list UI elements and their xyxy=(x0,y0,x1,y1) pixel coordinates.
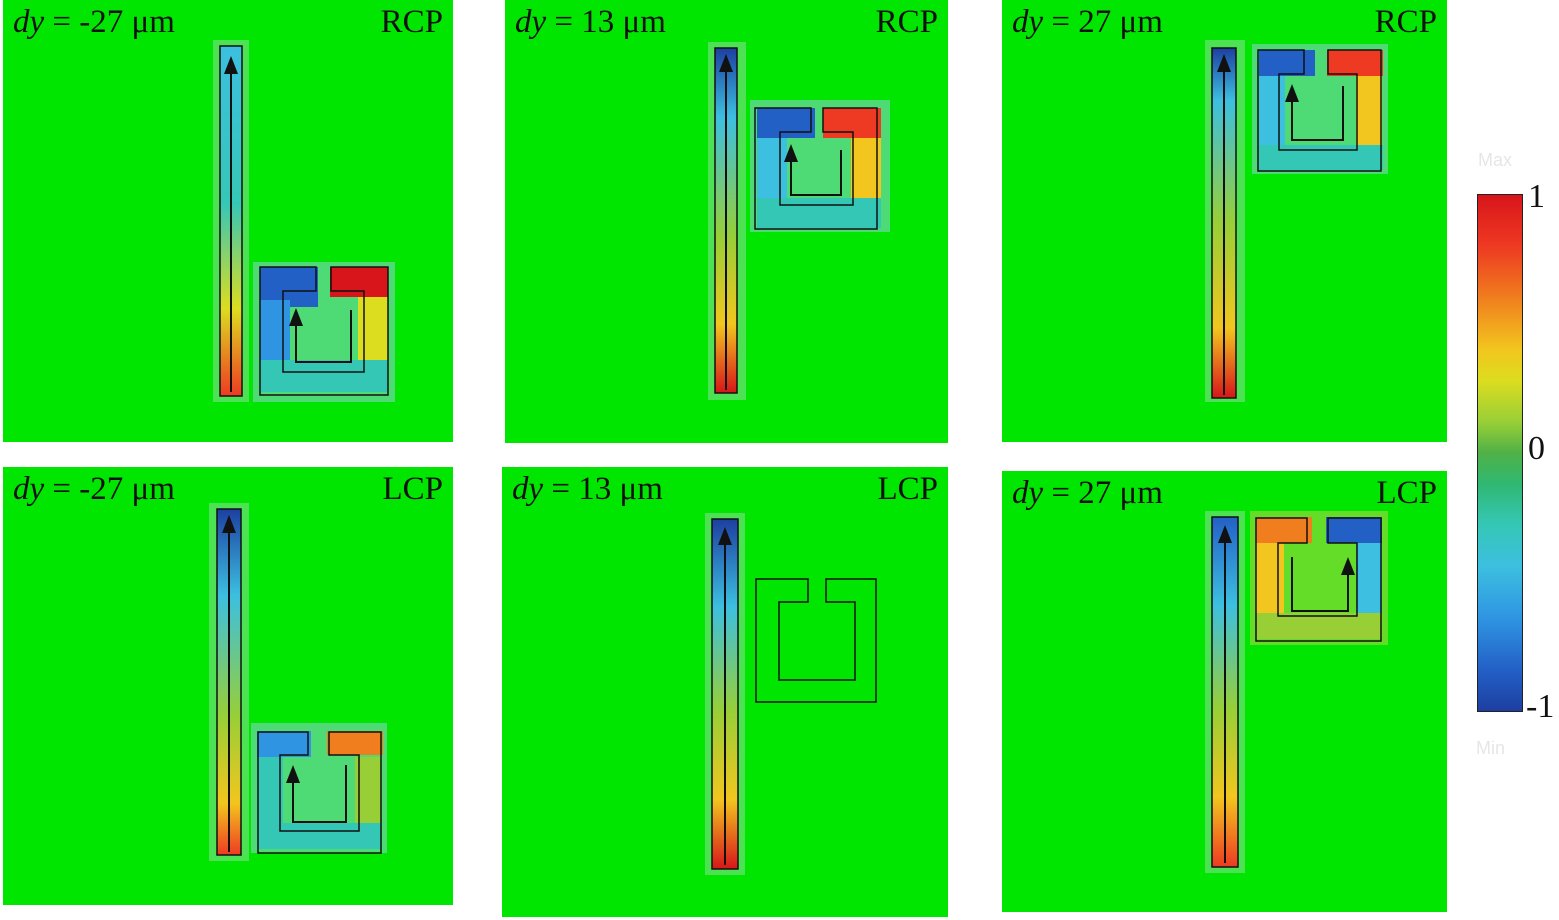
field-panel-lcp-dy-27: dy = 27 μm LCP xyxy=(1002,471,1447,912)
colorbar-ghost-max: Max xyxy=(1478,150,1513,170)
dy-label: dy = 27 μm xyxy=(1012,4,1163,40)
polarization-label: LCP xyxy=(382,471,443,507)
colorbar-ghost-min: Min xyxy=(1476,738,1506,758)
colorbar-mid-label: 0 xyxy=(1528,430,1545,467)
dy-label: dy = 13 μm xyxy=(515,4,666,40)
field-panel-lcp-dy-13: dy = 13 μm LCP xyxy=(502,467,948,917)
colorbar-max-label: 1 xyxy=(1528,178,1545,215)
dy-label: dy = 27 μm xyxy=(1012,475,1163,511)
colorbar-min-label: -1 xyxy=(1526,688,1555,725)
polarization-label: LCP xyxy=(1376,475,1437,511)
field-map xyxy=(213,40,395,402)
polarization-label: RCP xyxy=(875,4,938,40)
colorbar xyxy=(1477,194,1523,712)
field-map xyxy=(708,42,890,400)
polarization-label: RCP xyxy=(1374,4,1437,40)
polarization-label: RCP xyxy=(380,4,443,40)
field-panel-rcp-dy-minus27: dy = -27 μm RCP xyxy=(3,0,453,442)
dy-label: dy = -27 μm xyxy=(13,471,175,507)
field-panel-lcp-dy-minus27: dy = -27 μm LCP xyxy=(3,467,453,905)
field-map xyxy=(1205,511,1388,873)
field-panel-rcp-dy-27: dy = 27 μm RCP xyxy=(1002,0,1447,442)
field-map xyxy=(209,503,387,861)
field-panel-rcp-dy-13: dy = 13 μm RCP xyxy=(505,0,948,443)
field-map xyxy=(1205,40,1388,402)
dy-label: dy = -27 μm xyxy=(13,4,175,40)
dy-label: dy = 13 μm xyxy=(512,471,663,507)
polarization-label: LCP xyxy=(877,471,938,507)
field-map xyxy=(705,513,877,875)
